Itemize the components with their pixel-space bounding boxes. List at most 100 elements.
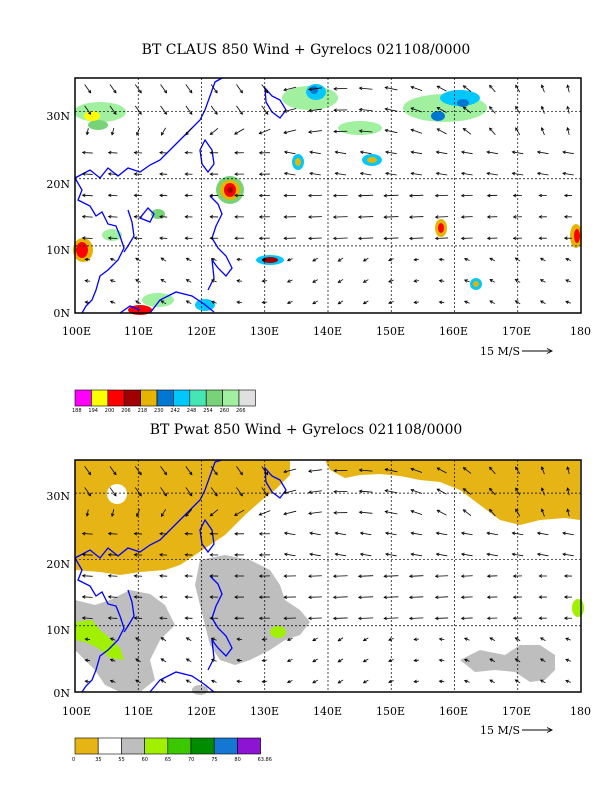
wind-vector-head bbox=[234, 236, 238, 241]
wind-vector-head bbox=[436, 488, 441, 492]
wind-vector bbox=[409, 596, 424, 598]
wind-vector bbox=[333, 575, 348, 577]
wind-vector bbox=[136, 508, 141, 517]
wind-vector-head bbox=[413, 658, 418, 663]
wind-vector-head bbox=[234, 595, 238, 599]
wind-vector-head bbox=[107, 574, 112, 578]
wind-vector-head bbox=[84, 637, 89, 642]
wind-vector bbox=[461, 151, 473, 155]
wind-vector-head bbox=[210, 279, 215, 283]
wind-vector-head bbox=[81, 616, 86, 620]
wind-vector-head bbox=[160, 257, 165, 261]
wind-vector-head bbox=[185, 637, 190, 641]
wind-vector bbox=[111, 127, 115, 135]
panel2-title: BT Pwat 850 Wind + Gyrelocs 021108/0000 bbox=[149, 422, 463, 438]
wind-vector-head bbox=[210, 300, 215, 304]
wind-vector-head bbox=[234, 131, 238, 135]
wind-vector-head bbox=[258, 574, 263, 578]
wind-vector bbox=[489, 257, 496, 262]
wind-vector-head bbox=[512, 215, 517, 219]
wind-vector bbox=[537, 553, 549, 557]
wind-vector-head bbox=[133, 214, 138, 219]
wind-vector-head bbox=[515, 84, 519, 89]
wind-vector bbox=[515, 127, 521, 136]
wind-vector-head bbox=[135, 679, 139, 683]
wind-vector bbox=[409, 575, 424, 577]
wind-vector-head bbox=[565, 679, 569, 684]
wind-vector-head bbox=[332, 595, 337, 600]
wind-vector-head bbox=[511, 531, 516, 536]
wind-vector-head bbox=[184, 215, 189, 219]
wind-vector-head bbox=[283, 193, 288, 198]
wind-vector-head bbox=[388, 658, 392, 663]
wind-vector-head bbox=[188, 471, 193, 476]
panel1-overlay-group bbox=[74, 77, 582, 354]
wind-vector bbox=[464, 637, 470, 641]
wind-vector bbox=[435, 596, 449, 598]
wind-vector bbox=[82, 237, 93, 239]
cloud-feature bbox=[440, 90, 480, 106]
wind-vector-head bbox=[258, 532, 263, 536]
wind-vector-head bbox=[159, 172, 163, 176]
wind-vector-head bbox=[159, 616, 163, 620]
wind-vector-head bbox=[489, 466, 493, 471]
wind-vector bbox=[411, 151, 423, 155]
wind-vector bbox=[261, 487, 269, 497]
wind-vector bbox=[111, 509, 115, 517]
wind-vector bbox=[259, 128, 271, 134]
wind-vector bbox=[160, 279, 167, 283]
wind-vector bbox=[108, 533, 118, 535]
wind-vector bbox=[486, 151, 498, 155]
wind-vector-head bbox=[308, 108, 312, 113]
wind-vector-head bbox=[184, 595, 189, 599]
wind-vector-head bbox=[160, 279, 165, 283]
wind-vector bbox=[537, 151, 549, 155]
wind-vector-head bbox=[515, 105, 519, 110]
wind-vector-head bbox=[107, 595, 112, 599]
wind-vector bbox=[385, 108, 398, 112]
wind-vector-head bbox=[312, 258, 316, 262]
wind-vector bbox=[435, 194, 449, 197]
panel2-xtick: 110E bbox=[124, 705, 154, 718]
panel1-ytick: 10N bbox=[46, 244, 70, 257]
wind-vector bbox=[82, 533, 93, 535]
wind-vector bbox=[84, 487, 91, 497]
wind-vector-head bbox=[410, 488, 415, 493]
wind-vector bbox=[565, 680, 571, 683]
wind-vector bbox=[436, 467, 447, 474]
wind-vector bbox=[515, 679, 521, 684]
wind-vector bbox=[284, 532, 296, 536]
wind-vector-head bbox=[566, 84, 570, 89]
wind-vector bbox=[385, 468, 398, 473]
wind-vector bbox=[388, 637, 394, 641]
cloud-feature bbox=[88, 120, 108, 130]
wind-vector bbox=[363, 658, 369, 663]
wind-vector-head bbox=[107, 214, 112, 219]
wind-vector bbox=[109, 105, 117, 115]
wind-vector-head bbox=[536, 171, 541, 176]
wind-vector bbox=[358, 216, 374, 218]
wind-vector bbox=[464, 659, 470, 662]
wind-vector bbox=[259, 510, 271, 516]
wind-vector bbox=[312, 257, 318, 262]
wind-vector-head bbox=[462, 509, 467, 513]
wind-vector-head bbox=[84, 300, 89, 305]
wind-vector bbox=[540, 257, 546, 262]
wind-vector-head bbox=[332, 236, 337, 241]
wind-vector-head bbox=[184, 172, 189, 176]
wind-vector bbox=[185, 84, 193, 94]
wind-vector-head bbox=[357, 215, 362, 219]
wind-vector-head bbox=[486, 215, 491, 219]
wind-vector bbox=[86, 128, 89, 135]
wind-vector bbox=[515, 106, 521, 114]
wind-vector bbox=[540, 658, 546, 663]
wind-vector-head bbox=[512, 236, 517, 241]
wind-vector-head bbox=[337, 659, 342, 663]
wind-vector bbox=[108, 575, 118, 577]
wind-vector-head bbox=[234, 532, 238, 536]
wind-vector-head bbox=[460, 215, 465, 219]
wind-vector-head bbox=[283, 574, 288, 578]
wind-vector-head bbox=[358, 468, 363, 472]
wind-vector-head bbox=[538, 595, 543, 599]
wind-vector bbox=[384, 194, 399, 197]
